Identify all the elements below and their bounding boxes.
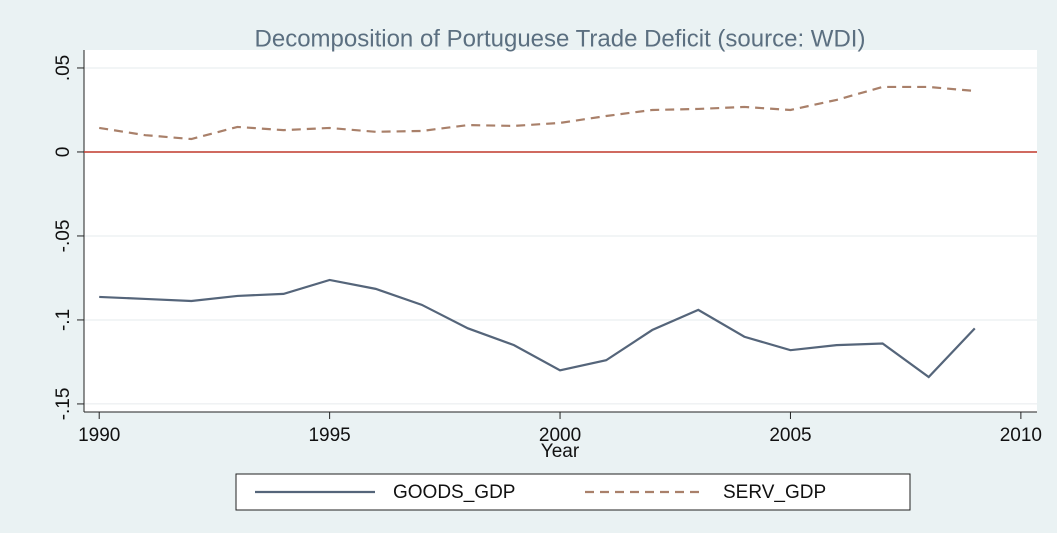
x-tick-label: 2010 — [1000, 425, 1042, 446]
y-tick-label: 0 — [53, 147, 74, 158]
chart-title: Decomposition of Portuguese Trade Defici… — [255, 25, 866, 52]
y-tick-label: .05 — [53, 55, 74, 81]
y-tick-label: -.15 — [53, 388, 74, 421]
y-tick-label: -.1 — [53, 309, 74, 331]
x-tick-label: 2005 — [769, 425, 811, 446]
x-tick-label: 2000 — [539, 425, 581, 446]
legend-label: SERV_GDP — [723, 482, 826, 503]
series-line — [99, 278, 976, 379]
y-tick-label: -.05 — [53, 220, 74, 253]
series-line — [99, 85, 975, 141]
x-axis-label: Year — [541, 441, 580, 462]
x-tick-label: 1990 — [78, 425, 120, 446]
plot-area — [84, 50, 1037, 412]
x-tick-label: 1995 — [308, 425, 350, 446]
legend-label: GOODS_GDP — [393, 482, 515, 503]
